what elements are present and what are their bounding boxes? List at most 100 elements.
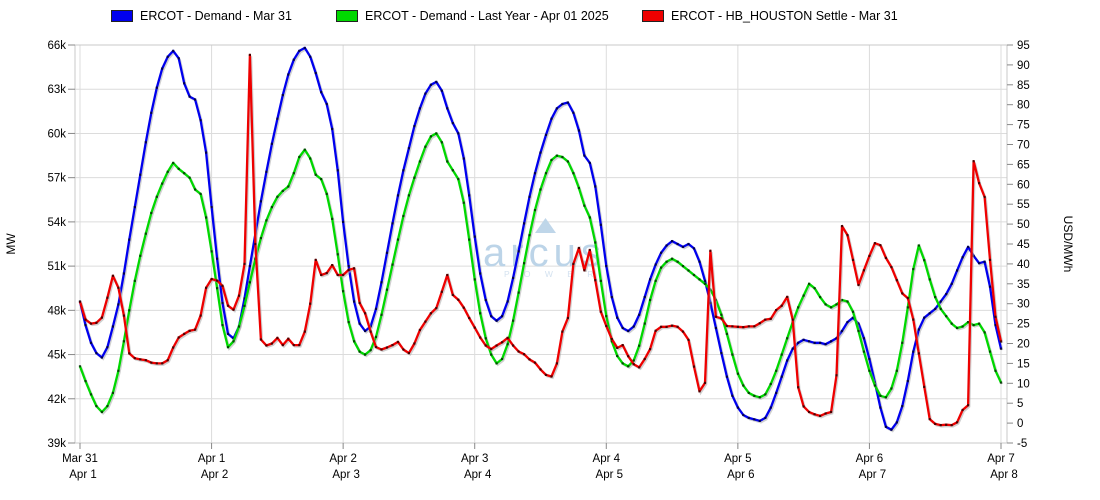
- data-point-marker: [857, 322, 860, 325]
- x-axis-label-row2: Apr 6: [727, 469, 755, 481]
- data-point-marker: [139, 358, 142, 361]
- data-point-marker: [945, 315, 948, 318]
- data-point-marker: [742, 413, 745, 417]
- data-point-marker: [226, 346, 230, 349]
- data-point-marker: [161, 67, 164, 70]
- x-axis-label-row1: Apr 2: [329, 453, 357, 465]
- right-axis-tick-label: 55: [1017, 199, 1030, 211]
- data-point-marker: [632, 359, 635, 362]
- data-point-marker: [205, 216, 208, 219]
- data-point-marker: [435, 132, 438, 135]
- data-point-marker: [183, 82, 186, 85]
- left-axis-tick-label: 45k: [47, 350, 66, 362]
- data-point-marker: [599, 310, 602, 313]
- data-point-marker: [166, 359, 169, 362]
- data-point-marker: [89, 322, 93, 325]
- data-point-marker: [122, 340, 125, 343]
- data-point-marker: [364, 312, 367, 315]
- data-point-marker: [177, 336, 180, 339]
- x-axis-label-row1: Apr 6: [856, 453, 884, 465]
- data-point-marker: [232, 340, 235, 343]
- left-axis-tick-label: 51k: [47, 261, 66, 273]
- legend-item-demand-last-year[interactable]: ERCOT - Demand - Last Year - Apr 01 2025: [336, 9, 609, 23]
- data-point-marker: [840, 329, 844, 333]
- data-point-marker: [221, 284, 224, 287]
- data-point-marker: [605, 324, 608, 328]
- data-point-marker: [709, 249, 712, 252]
- data-point-marker: [155, 86, 158, 89]
- data-point-marker: [512, 319, 515, 322]
- data-point-marker: [862, 337, 865, 340]
- data-point-marker: [654, 279, 657, 282]
- data-point-marker: [561, 330, 564, 333]
- data-point-marker: [862, 269, 865, 272]
- data-point-marker: [353, 300, 356, 303]
- left-axis-tick-label: 42k: [47, 394, 66, 406]
- data-point-marker: [364, 353, 367, 356]
- data-point-marker: [786, 359, 789, 362]
- data-point-marker: [758, 322, 761, 325]
- data-point-marker: [692, 247, 696, 250]
- data-point-marker: [259, 200, 262, 203]
- data-point-marker: [106, 296, 109, 299]
- x-axis-label-row1: Apr 5: [724, 453, 752, 465]
- data-point-marker: [385, 288, 389, 291]
- data-point-marker: [117, 303, 120, 306]
- data-point-marker: [681, 330, 685, 333]
- data-point-marker: [342, 290, 345, 293]
- data-point-marker: [150, 361, 153, 364]
- data-point-marker: [917, 244, 920, 247]
- data-point-marker: [435, 307, 438, 310]
- left-axis-tick-label: 60k: [47, 128, 66, 140]
- data-point-marker: [325, 272, 328, 275]
- data-point-marker: [468, 238, 471, 241]
- data-point-marker: [128, 238, 131, 241]
- data-point-marker: [572, 172, 575, 175]
- data-point-marker: [429, 83, 432, 86]
- data-point-marker: [446, 273, 449, 277]
- data-point-marker: [753, 325, 756, 328]
- data-point-marker: [901, 292, 904, 295]
- data-point-marker: [95, 352, 98, 355]
- data-point-marker: [577, 186, 580, 190]
- data-point-marker: [928, 418, 931, 421]
- data-point-marker: [194, 188, 197, 191]
- data-point-marker: [374, 335, 378, 338]
- data-point-marker: [89, 393, 93, 396]
- data-point-marker: [873, 242, 876, 245]
- data-point-marker: [517, 350, 520, 353]
- data-point-marker: [671, 324, 674, 327]
- data-point-marker: [380, 281, 383, 284]
- data-point-marker: [895, 369, 898, 372]
- data-point-marker: [572, 111, 575, 114]
- data-point-marker: [780, 375, 783, 378]
- data-point-marker: [797, 341, 800, 344]
- data-point-marker: [873, 384, 876, 387]
- data-point-marker: [84, 380, 87, 383]
- data-point-marker: [298, 155, 301, 159]
- data-point-marker: [753, 418, 756, 421]
- legend-item-hb-houston-settle[interactable]: ERCOT - HB_HOUSTON Settle - Mar 31: [642, 9, 898, 23]
- data-point-marker: [539, 151, 542, 154]
- data-point-marker: [320, 273, 323, 277]
- x-axis-label-row2: Apr 1: [69, 469, 97, 481]
- data-point-marker: [621, 326, 624, 330]
- data-point-marker: [331, 217, 334, 220]
- left-axis-tick-label: 54k: [47, 217, 66, 229]
- legend-item-demand-mar31[interactable]: ERCOT - Demand - Mar 31: [111, 9, 292, 23]
- data-point-marker: [111, 325, 114, 328]
- data-point-marker: [385, 251, 389, 254]
- data-point-marker: [830, 340, 833, 343]
- data-point-marker: [495, 362, 498, 365]
- data-point-marker: [237, 294, 241, 297]
- data-point-marker: [188, 95, 191, 98]
- data-point-marker: [205, 286, 208, 289]
- data-point-marker: [643, 357, 646, 361]
- data-point-marker: [440, 290, 443, 293]
- data-point-marker: [676, 325, 679, 328]
- right-axis-tick-label: 85: [1017, 80, 1030, 92]
- data-point-marker: [758, 419, 761, 422]
- data-point-marker: [583, 154, 586, 157]
- legend-swatch-blue: [111, 10, 133, 22]
- data-point-marker: [407, 194, 410, 197]
